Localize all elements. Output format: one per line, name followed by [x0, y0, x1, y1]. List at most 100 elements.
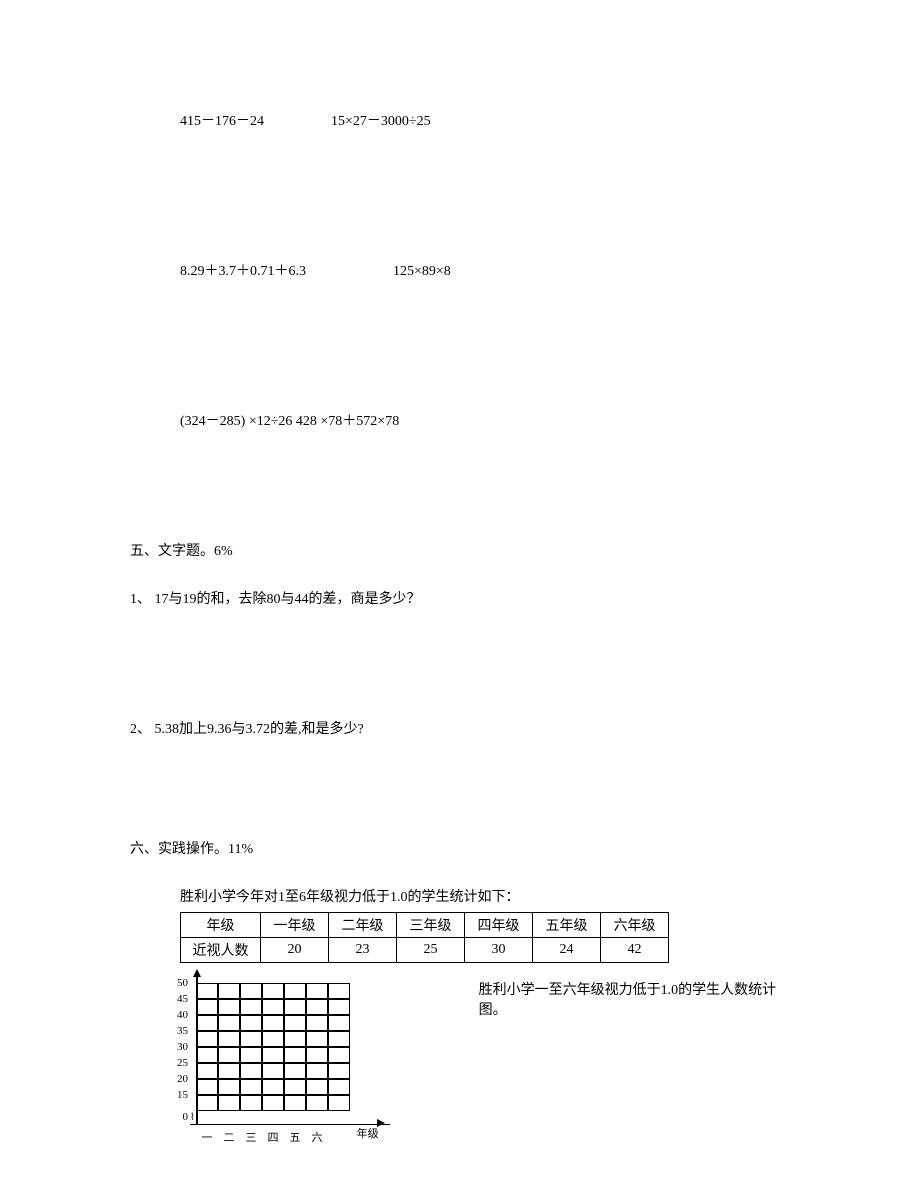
- grid-cell: [196, 983, 218, 999]
- x-tick-label: 五: [285, 1129, 305, 1145]
- expr-2a: 8.29＋3.7＋0.71＋6.3: [180, 264, 306, 279]
- row-label: 近视人数: [181, 938, 261, 963]
- grid-cell: [262, 983, 284, 999]
- grid-cell: [284, 983, 306, 999]
- y-tick-label: 45: [172, 993, 188, 1005]
- table-header-row: 年级 一年级 二年级 三年级 四年级 五年级 六年级: [181, 913, 669, 938]
- grid-cell: [284, 1079, 306, 1095]
- grid-cell: [284, 1047, 306, 1063]
- grid-cell: [284, 1031, 306, 1047]
- grid-cell: [240, 983, 262, 999]
- chart-title-text: 胜利小学一至六年级视力低于1.0的学生人数统计图。: [479, 979, 790, 1019]
- grid-cell: [196, 1015, 218, 1031]
- col-grade-4: 四年级: [465, 913, 533, 938]
- table-intro-text: 胜利小学今年对1至6年级视力低于1.0的学生统计如下：: [180, 886, 790, 906]
- chart-grid: [196, 983, 350, 1111]
- val-1: 20: [261, 938, 329, 963]
- grid-cell: [218, 983, 240, 999]
- val-2: 23: [329, 938, 397, 963]
- blank-bar-chart: ⌇ 50 45 40 35 30 25 20 15 0 一二三四五六 年级: [150, 973, 399, 1143]
- grid-cell: [196, 1031, 218, 1047]
- table-data-row: 近视人数 20 23 25 30 24 42: [181, 938, 669, 963]
- grid-cell: [218, 1047, 240, 1063]
- question-5-2: 2、 5.38加上9.36与3.72的差,和是多少?: [130, 718, 790, 738]
- grid-cell: [284, 1063, 306, 1079]
- chart-section: ⌇ 50 45 40 35 30 25 20 15 0 一二三四五六 年级 胜利小学一至六年级视…: [130, 973, 790, 1143]
- y-tick-label: 25: [172, 1057, 188, 1069]
- val-4: 30: [465, 938, 533, 963]
- math-expression-row-3: (324－285) ×12÷26 428 ×78＋572×78: [180, 410, 790, 430]
- col-grade-3: 三年级: [397, 913, 465, 938]
- val-6: 42: [601, 938, 669, 963]
- grid-cell: [306, 999, 328, 1015]
- grid-cell: [284, 999, 306, 1015]
- header-label: 年级: [181, 913, 261, 938]
- val-3: 25: [397, 938, 465, 963]
- y-tick-label: 50: [172, 977, 188, 989]
- expr-1a: 415－176－24: [180, 114, 264, 129]
- x-tick-label: 六: [307, 1129, 327, 1145]
- grid-cell: [240, 1015, 262, 1031]
- y-tick-label: 0: [172, 1111, 188, 1123]
- grid-cell: [262, 1047, 284, 1063]
- grid-cell: [262, 1095, 284, 1111]
- grid-cell: [218, 1031, 240, 1047]
- grid-cell: [218, 1063, 240, 1079]
- grid-cell: [306, 1047, 328, 1063]
- grid-cell: [240, 1079, 262, 1095]
- grid-cell: [196, 999, 218, 1015]
- grid-cell: [262, 1063, 284, 1079]
- y-tick-label: 40: [172, 1009, 188, 1021]
- grid-cell: [328, 1079, 350, 1095]
- grid-cell: [262, 1079, 284, 1095]
- grid-cell: [240, 1047, 262, 1063]
- axis-break-icon: ⌇: [190, 1115, 195, 1121]
- x-axis-title: 年级: [357, 1125, 379, 1141]
- expr-2b: 125×89×8: [393, 264, 451, 279]
- grid-cell: [328, 1063, 350, 1079]
- grid-cell: [306, 983, 328, 999]
- grid-cell: [196, 1047, 218, 1063]
- x-tick-label: 四: [263, 1129, 283, 1145]
- y-tick-label: 30: [172, 1041, 188, 1053]
- x-tick-label: 一: [197, 1129, 217, 1145]
- grid-cell: [240, 1063, 262, 1079]
- grid-cell: [196, 1079, 218, 1095]
- myopia-table: 年级 一年级 二年级 三年级 四年级 五年级 六年级 近视人数 20 23 25…: [180, 912, 669, 963]
- math-expression-row-2: 8.29＋3.7＋0.71＋6.3 125×89×8: [180, 260, 790, 280]
- col-grade-1: 一年级: [261, 913, 329, 938]
- section-6-title: 六、实践操作。11%: [130, 838, 790, 858]
- val-5: 24: [533, 938, 601, 963]
- y-tick-label: 20: [172, 1073, 188, 1085]
- section-5-title: 五、文字题。6%: [130, 540, 790, 560]
- y-tick-label: 15: [172, 1089, 188, 1101]
- grid-cell: [306, 1031, 328, 1047]
- grid-cell: [240, 999, 262, 1015]
- grid-cell: [218, 1095, 240, 1111]
- grid-cell: [196, 1095, 218, 1111]
- grid-cell: [218, 1015, 240, 1031]
- grid-cell: [306, 1095, 328, 1111]
- grid-cell: [328, 1047, 350, 1063]
- grid-cell: [240, 1095, 262, 1111]
- grid-cell: [218, 999, 240, 1015]
- grid-cell: [240, 1031, 262, 1047]
- grid-cell: [284, 1015, 306, 1031]
- col-grade-2: 二年级: [329, 913, 397, 938]
- grid-cell: [284, 1095, 306, 1111]
- grid-cell: [262, 1015, 284, 1031]
- grid-cell: [328, 1095, 350, 1111]
- expr-1b: 15×27－3000÷25: [331, 114, 431, 129]
- question-5-1: 1、 17与19的和，去除80与44的差，商是多少？: [130, 588, 790, 608]
- grid-cell: [306, 1079, 328, 1095]
- y-tick-label: 35: [172, 1025, 188, 1037]
- grid-cell: [328, 1031, 350, 1047]
- col-grade-5: 五年级: [533, 913, 601, 938]
- grid-cell: [196, 1063, 218, 1079]
- expr-3: (324－285) ×12÷26 428 ×78＋572×78: [180, 414, 399, 429]
- grid-cell: [328, 999, 350, 1015]
- x-tick-label: 二: [219, 1129, 239, 1145]
- col-grade-6: 六年级: [601, 913, 669, 938]
- x-tick-label: 三: [241, 1129, 261, 1145]
- math-expression-row-1: 415－176－24 15×27－3000÷25: [180, 110, 790, 130]
